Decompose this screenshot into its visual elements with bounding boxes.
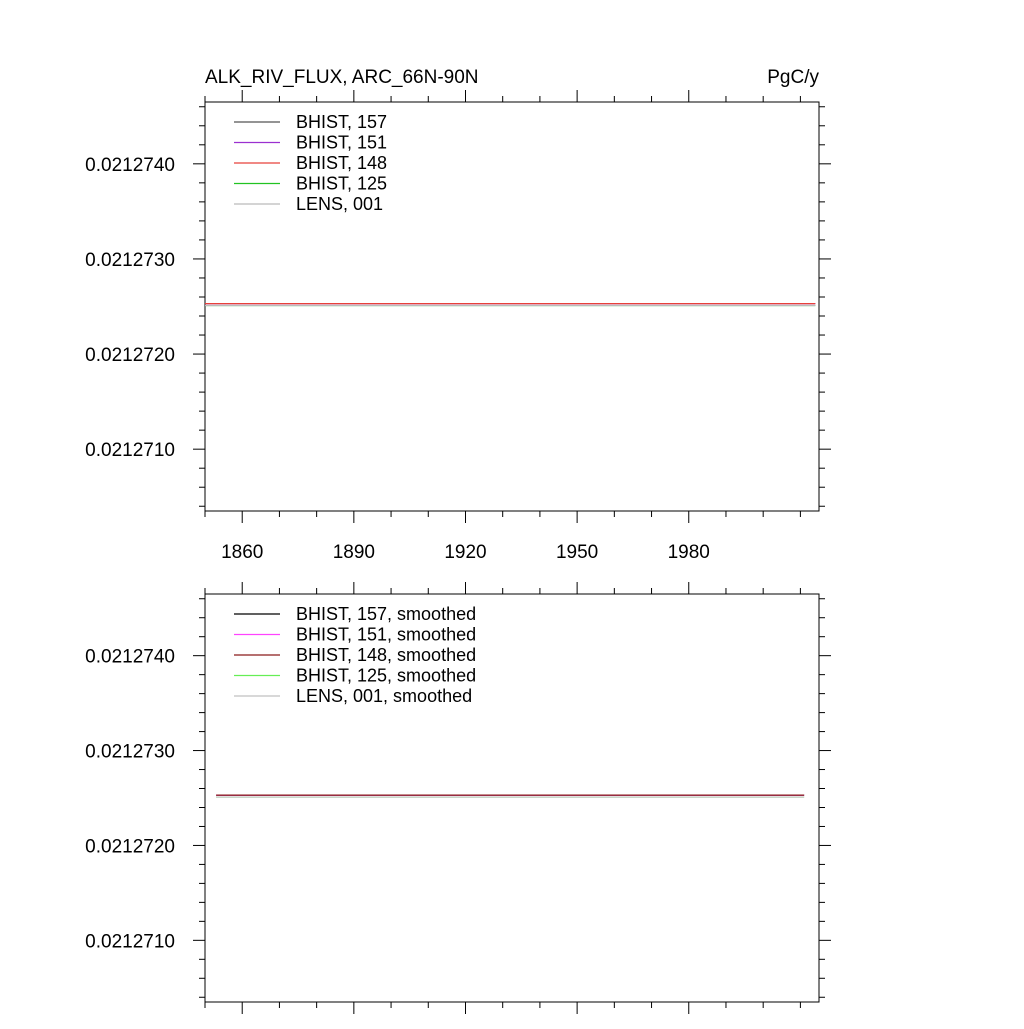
- y-tick-label: 0.0212720: [85, 345, 175, 366]
- y-tick-label: 0.0212710: [85, 440, 175, 461]
- legend-label: BHIST, 148: [296, 153, 387, 173]
- y-tick-label: 0.0212730: [85, 742, 175, 763]
- x-tick-label: 1950: [556, 542, 598, 563]
- chart-title: ALK_RIV_FLUX, ARC_66N-90N: [205, 67, 479, 88]
- y-tick-label: 0.0212710: [85, 931, 175, 952]
- x-tick-label: 1860: [221, 542, 263, 563]
- legend-label: LENS, 001: [296, 194, 383, 214]
- chart-panel-1: ALK_RIV_FLUX, ARC_66N-90N PgC/y 1860 1890 19…: [85, 67, 831, 563]
- y-tick-label: 0.0212730: [85, 250, 175, 271]
- legend-label: BHIST, 125: [296, 174, 387, 194]
- x-tick-label: 1980: [668, 542, 710, 563]
- plot-frame: [204, 101, 820, 512]
- legend-label: BHIST, 151: [296, 133, 387, 153]
- x-tick-label: 1920: [444, 542, 486, 563]
- y-tick-label: 0.0212740: [85, 155, 175, 176]
- y-tick-label: 0.0212740: [85, 647, 175, 668]
- legend-label: BHIST, 125, smoothed: [296, 666, 476, 686]
- legend-label: BHIST, 148, smoothed: [296, 645, 476, 665]
- legend-label: BHIST, 157, smoothed: [296, 604, 476, 624]
- legend-label: LENS, 001, smoothed: [296, 686, 472, 706]
- x-tick-label: 1890: [333, 542, 375, 563]
- legend-label: BHIST, 157: [296, 112, 387, 132]
- chart-panel-2: 0.0212710 0.0212720 0.0212730 0.0212740 BHIS…: [85, 582, 831, 1014]
- legend-label: BHIST, 151, smoothed: [296, 625, 476, 645]
- plot-frame: [204, 593, 820, 1003]
- chart-units-label: PgC/y: [767, 67, 819, 88]
- y-tick-label: 0.0212720: [85, 836, 175, 857]
